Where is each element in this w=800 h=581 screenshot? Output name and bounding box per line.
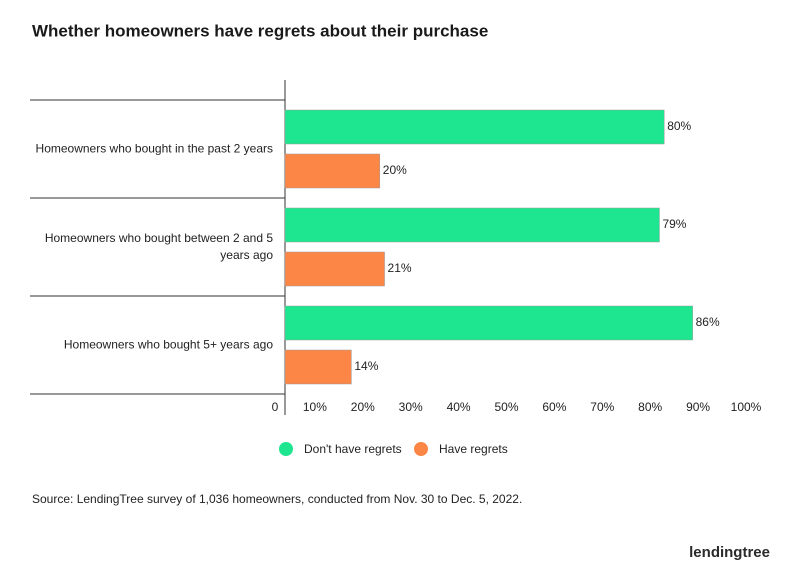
- bar: [284, 349, 352, 385]
- x-tick-label: 90%: [686, 400, 710, 414]
- x-tick-label: 40%: [447, 400, 471, 414]
- value-label: 79%: [662, 217, 686, 231]
- source-note: Source: LendingTree survey of 1,036 home…: [32, 492, 522, 506]
- chart-title: Whether homeowners have regrets about th…: [32, 21, 488, 40]
- x-tick-label: 30%: [399, 400, 423, 414]
- bar: [284, 305, 693, 341]
- x-tick-label: 10%: [303, 400, 327, 414]
- bar: [284, 251, 385, 287]
- category-label: Homeowners who bought in the past 2 year…: [35, 141, 273, 156]
- value-label: 14%: [354, 359, 378, 373]
- category-label: Homeowners who bought between 2 and 5 ye…: [44, 231, 273, 262]
- bar: [284, 109, 665, 145]
- x-tick-label: 0: [272, 400, 279, 414]
- bar: [284, 207, 660, 243]
- x-tick-label: 70%: [590, 400, 614, 414]
- legend-label: Have regrets: [439, 442, 508, 456]
- category-label: Homeowners who bought 5+ years ago: [63, 337, 273, 352]
- value-label: 80%: [667, 119, 691, 133]
- legend-marker: [279, 442, 293, 456]
- value-label: 21%: [388, 261, 412, 275]
- x-tick-label: 80%: [638, 400, 662, 414]
- logo: lendingtree: [689, 544, 770, 561]
- x-tick-label: 20%: [351, 400, 375, 414]
- value-label: 20%: [383, 163, 407, 177]
- bar: [284, 153, 381, 189]
- x-tick-label: 60%: [542, 400, 566, 414]
- x-tick-label: 100%: [731, 400, 762, 414]
- legend-label: Don't have regrets: [304, 442, 402, 456]
- legend-marker: [414, 442, 428, 456]
- x-tick-label: 50%: [494, 400, 518, 414]
- value-label: 86%: [696, 315, 720, 329]
